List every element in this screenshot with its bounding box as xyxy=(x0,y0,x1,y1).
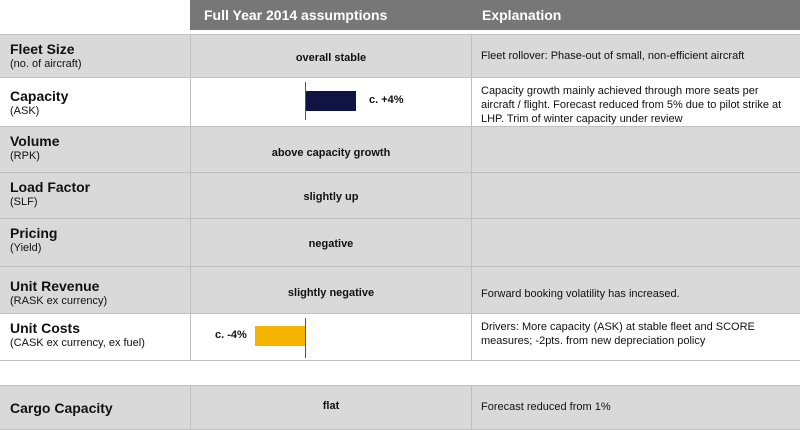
row-subtitle: (ASK) xyxy=(10,105,40,117)
explanation-text: Fleet rollover: Phase-out of small, non-… xyxy=(481,50,745,62)
row-fleet-size: Fleet Size (no. of aircraft) overall stab… xyxy=(0,34,800,77)
assumption-value: negative xyxy=(308,238,354,250)
header-explanation: Explanation xyxy=(472,0,800,30)
row-title: Pricing xyxy=(10,225,58,241)
assumption-value: above capacity growth xyxy=(271,147,391,159)
capacity-bar-label: c. +4% xyxy=(369,94,404,106)
row-title: Volume xyxy=(10,133,60,149)
row-subtitle: (RPK) xyxy=(10,150,40,162)
assumption-value: slightly up xyxy=(303,191,359,203)
assumption-value: overall stable xyxy=(295,52,367,64)
row-volume: Volume (RPK) above capacity growth xyxy=(0,126,800,172)
row-cargo-capacity: Cargo Capacity flat Forecast reduced fro… xyxy=(0,386,800,430)
row-subtitle: (CASK ex currency, ex fuel) xyxy=(10,337,145,349)
row-title: Unit Revenue xyxy=(10,278,100,294)
unit-costs-bar xyxy=(255,326,305,346)
zero-axis-line xyxy=(305,318,306,358)
explanation-text: Forecast reduced from 1% xyxy=(481,401,611,413)
assumption-value: slightly negative xyxy=(287,287,375,299)
capacity-bar xyxy=(306,91,356,111)
row-title: Load Factor xyxy=(10,179,91,195)
row-title: Unit Costs xyxy=(10,320,80,336)
header-assumptions: Full Year 2014 assumptions xyxy=(190,0,472,30)
row-subtitle: (SLF) xyxy=(10,196,38,208)
row-pricing: Pricing (Yield) negative xyxy=(0,218,800,266)
explanation-text: Forward booking volatility has increased… xyxy=(481,288,680,300)
row-subtitle: (no. of aircraft) xyxy=(10,58,82,70)
unit-costs-bar-label: c. -4% xyxy=(215,329,247,341)
divider xyxy=(0,385,800,386)
row-unit-costs: Unit Costs (CASK ex currency, ex fuel) c.… xyxy=(0,313,800,361)
row-subtitle: (RASK ex currency) xyxy=(10,295,108,307)
explanation-text: Capacity growth mainly achieved through … xyxy=(481,85,782,125)
zero-axis-line xyxy=(305,82,306,120)
row-title: Cargo Capacity xyxy=(10,400,113,416)
row-load-factor: Load Factor (SLF) slightly up xyxy=(0,172,800,218)
explanation-text: Drivers: More capacity (ASK) at stable f… xyxy=(481,321,755,347)
row-subtitle: (Yield) xyxy=(10,242,42,254)
assumption-value: flat xyxy=(322,400,340,412)
row-title: Capacity xyxy=(10,88,69,104)
row-unit-revenue: Unit Revenue (RASK ex currency) slightly … xyxy=(0,266,800,313)
row-capacity: Capacity (ASK) c. +4% Capacity growth mai… xyxy=(0,77,800,126)
row-title: Fleet Size xyxy=(10,41,75,57)
